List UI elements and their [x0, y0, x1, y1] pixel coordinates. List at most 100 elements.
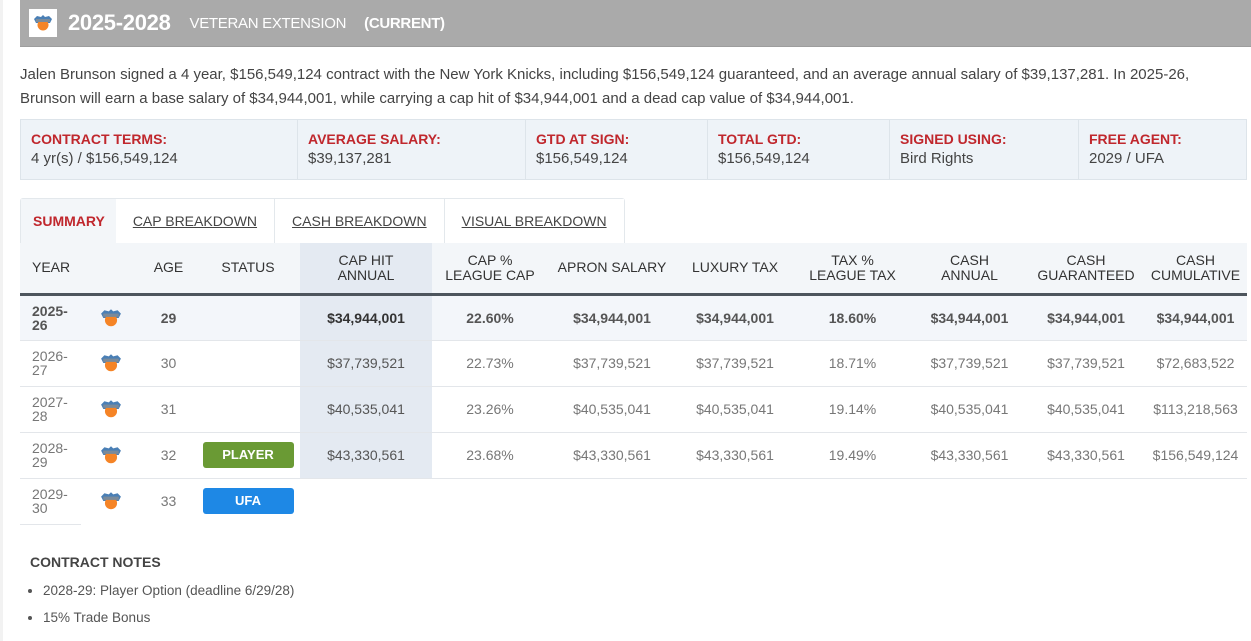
header-status: STATUS	[221, 259, 275, 276]
empty-cell	[1144, 478, 1247, 524]
contract-years: 2025-2028	[68, 10, 171, 35]
apron-salary-cell: $37,739,521	[548, 340, 676, 387]
table-row: 2025- 26 29 $34,944,001 22.60% $34,944,001 $34…	[20, 294, 1247, 341]
contract-note: 2028-29: Player Option (deadline 6/29/28…	[43, 582, 294, 600]
term-label: AVERAGE SALARY:	[308, 131, 441, 147]
term-free-agent: FREE AGENT: 2029 / UFA	[1079, 120, 1246, 179]
cap-pct-cell: 23.68%	[432, 432, 548, 479]
contract-notes-title: CONTRACT NOTES	[30, 554, 161, 570]
header-cash-guaranteed: CASH GUARANTEED	[1028, 243, 1144, 294]
header-apron-salary: APRON SALARY	[557, 259, 667, 276]
header-cap-pct: CAP % LEAGUE CAP	[432, 243, 548, 294]
header-line: TAX %	[831, 251, 874, 268]
header-cap-hit: CAP HIT ANNUAL	[300, 243, 432, 294]
year-start: 2027-	[32, 394, 68, 410]
cash-annual-cell: $34,944,001	[911, 294, 1028, 341]
luxury-tax-cell: $43,330,561	[676, 432, 794, 479]
tab-cap-breakdown[interactable]: CAP BREAKDOWN	[115, 199, 276, 243]
knicks-logo-icon	[81, 491, 141, 511]
apron-salary-cell: $43,330,561	[548, 432, 676, 479]
header-cash-cumulative: CASH CUMULATIVE	[1144, 243, 1247, 294]
tax-pct-cell: 19.14%	[794, 386, 911, 433]
cap-hit-cell: $34,944,001	[300, 294, 432, 341]
term-label: SIGNED USING:	[900, 131, 1007, 147]
year-end: 26	[32, 316, 48, 333]
knicks-logo-icon	[81, 308, 141, 328]
tax-pct-cell: 18.71%	[794, 340, 911, 387]
term-label: CONTRACT TERMS:	[31, 131, 168, 147]
tab-summary[interactable]: SUMMARY	[21, 199, 116, 243]
year-end: 29	[32, 454, 48, 470]
table-row: 2027- 28 31 $40,535,041 23.26% $40,535,041 $40…	[20, 386, 1247, 433]
term-value: 4 yr(s) / $156,549,124	[31, 150, 178, 167]
cash-cumulative-cell: $34,944,001	[1144, 294, 1247, 341]
status-badge: UFA	[202, 488, 294, 515]
age-cell: 30	[141, 340, 196, 387]
team-cell	[81, 294, 141, 341]
header-line: CUMULATIVE	[1150, 266, 1241, 283]
year-cell: 2025- 26	[20, 294, 81, 341]
empty-cell	[1028, 478, 1144, 524]
header-cash-annual: CASH ANNUAL	[911, 243, 1028, 294]
cash-annual-cell: $43,330,561	[911, 432, 1028, 479]
term-gtd-at-sign: GTD AT SIGN: $156,549,124	[526, 120, 708, 179]
knicks-logo-icon	[81, 445, 141, 465]
header-age: AGE	[153, 259, 184, 276]
tax-pct-cell: 19.49%	[794, 432, 911, 479]
cash-cumulative-cell: $156,549,124	[1144, 432, 1247, 479]
age-cell: 32	[141, 432, 196, 479]
empty-cell	[794, 478, 911, 524]
header-line: CASH	[1176, 251, 1215, 268]
empty-cell	[548, 478, 676, 524]
header-tax-pct: TAX % LEAGUE TAX	[794, 243, 911, 294]
table-row: 2028- 29 32 PLAYER $43,330,561 23.68% $43,330,…	[20, 432, 1247, 479]
cap-hit-cell: $40,535,041	[300, 386, 432, 433]
tab-cash-breakdown[interactable]: CASH BREAKDOWN	[275, 199, 445, 243]
contract-notes-list: 2028-29: Player Option (deadline 6/29/28…	[43, 582, 294, 636]
luxury-tax-cell: $34,944,001	[676, 294, 794, 341]
year-end: 28	[32, 408, 48, 424]
luxury-tax-cell: $40,535,041	[676, 386, 794, 433]
cap-pct-cell: 22.60%	[432, 294, 548, 341]
knicks-logo-icon	[81, 399, 141, 419]
contract-status: (CURRENT)	[364, 14, 445, 32]
cap-hit-cell: $37,739,521	[300, 340, 432, 387]
term-contract-terms: CONTRACT TERMS: 4 yr(s) / $156,549,124	[21, 120, 298, 179]
header-line: LEAGUE TAX	[809, 266, 896, 283]
header-line: CAP %	[467, 251, 513, 268]
cash-annual-cell: $40,535,041	[911, 386, 1028, 433]
status-cell	[196, 340, 300, 387]
header-line: CAP HIT	[338, 251, 394, 268]
term-value: 2029 / UFA	[1089, 150, 1165, 167]
year-cell: 2027- 28	[20, 386, 81, 433]
status-cell: PLAYER	[196, 432, 300, 479]
team-cell	[81, 386, 141, 433]
header-line: LEAGUE CAP	[445, 266, 535, 283]
table-row: 2029- 30 33 UFA	[20, 478, 1247, 525]
table-header-row: YEAR AGE STATUS CAP HIT ANNUAL CAP % LEAGU…	[20, 243, 1247, 294]
year-end: 30	[32, 500, 48, 516]
age-cell: 31	[141, 386, 196, 433]
age-cell: 29	[141, 294, 196, 341]
apron-salary-cell: $40,535,041	[548, 386, 676, 433]
year-cell: 2028- 29	[20, 432, 81, 479]
term-value: Bird Rights	[900, 150, 974, 167]
year-start: 2028-	[32, 440, 68, 456]
year-cell: 2029- 30	[20, 478, 81, 525]
cap-hit-cell: $43,330,561	[300, 432, 432, 479]
header-luxury-tax: LUXURY TAX	[691, 259, 779, 276]
status-badge: PLAYER	[202, 442, 294, 468]
contract-note: 15% Trade Bonus	[43, 609, 294, 627]
luxury-tax-cell: $37,739,521	[676, 340, 794, 387]
empty-cell	[300, 478, 432, 524]
term-value: $156,549,124	[536, 150, 628, 167]
header-line: CASH	[1066, 251, 1106, 268]
header-year: YEAR	[32, 259, 71, 276]
header-team	[81, 243, 141, 294]
cash-guaranteed-cell: $40,535,041	[1028, 386, 1144, 433]
apron-salary-cell: $34,944,001	[548, 294, 676, 341]
tab-visual-breakdown[interactable]: VISUAL BREAKDOWN	[444, 199, 624, 243]
cash-guaranteed-cell: $43,330,561	[1028, 432, 1144, 479]
cash-cumulative-cell: $72,683,522	[1144, 340, 1247, 387]
cash-guaranteed-cell: $37,739,521	[1028, 340, 1144, 387]
